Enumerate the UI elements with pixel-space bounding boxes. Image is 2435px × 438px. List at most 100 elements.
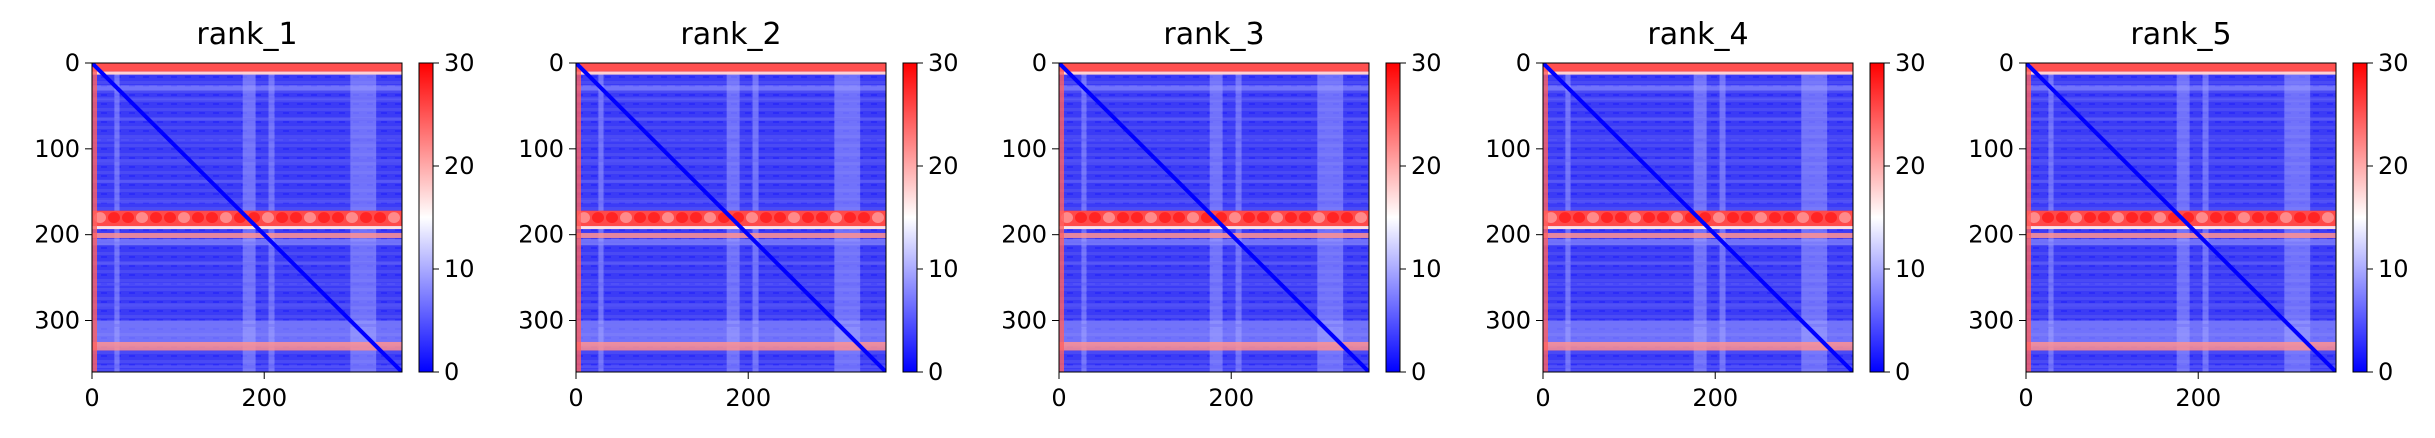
texture-band [2026, 262, 2336, 266]
panel-title: rank_1 [196, 17, 297, 52]
high-error-blob [1089, 212, 1101, 223]
y-tick-label: 200 [518, 221, 564, 249]
high-error-blob [816, 212, 828, 223]
y-tick-label: 300 [1001, 307, 1047, 335]
x-tick-label: 0 [568, 384, 583, 412]
colorbar-tick-label: 0 [1895, 358, 1910, 386]
high-error-blob [2308, 212, 2320, 223]
y-tick-label: 300 [1485, 307, 1531, 335]
panel-title: rank_2 [680, 17, 781, 52]
texture-band [92, 323, 402, 327]
high-error-blob [164, 212, 176, 223]
high-error-blob [1727, 212, 1739, 223]
colorbar-tick-label: 0 [928, 358, 943, 386]
high-error-blob [136, 212, 148, 223]
texture-band [1059, 262, 1369, 266]
high-error-blob [1285, 212, 1297, 223]
band-edge [1543, 226, 1853, 230]
high-error-blob [2210, 212, 2222, 223]
plot-frame [2025, 62, 2337, 373]
texture-band [1543, 323, 1853, 327]
high-error-blob [374, 212, 386, 223]
panel-title: rank_4 [1647, 17, 1748, 52]
texture-band [2026, 365, 2336, 369]
high-error-blob [304, 212, 316, 223]
texture-band [1059, 200, 1369, 204]
heatmap-cells [1059, 63, 1369, 372]
high-error-band [576, 63, 886, 72]
plot-frame [1058, 62, 1370, 373]
high-error-band [1059, 63, 1369, 72]
x-tick-label: 200 [2175, 384, 2221, 412]
colorbar-tick-label: 10 [1411, 255, 1442, 283]
high-error-band [1543, 63, 1853, 72]
high-error-blob [388, 212, 400, 223]
high-error-column [92, 63, 97, 372]
high-error-blob [1573, 212, 1585, 223]
high-error-blob [220, 212, 232, 223]
panel-title: rank_5 [2130, 17, 2231, 52]
high-error-band [92, 341, 402, 351]
texture-band [1059, 179, 1369, 183]
high-error-band [1543, 341, 1853, 351]
high-error-blob [150, 212, 162, 223]
high-error-blob [1131, 212, 1143, 223]
high-error-blob [1117, 212, 1129, 223]
colorbar [1385, 62, 1401, 373]
high-error-blob [206, 212, 218, 223]
high-error-blob [1587, 212, 1599, 223]
high-error-blob [1769, 212, 1781, 223]
texture-band [1059, 138, 1369, 142]
texture-band [576, 241, 886, 245]
diagonal-line [92, 63, 402, 372]
texture-band [576, 262, 886, 266]
texture-band [2026, 138, 2336, 142]
colorbar-tick-label: 10 [1895, 255, 1926, 283]
colorbar-tick-label: 10 [928, 255, 959, 283]
plot-frame [575, 62, 887, 373]
texture-band [1059, 303, 1369, 307]
high-error-blob [1839, 212, 1851, 223]
y-tick-label: 300 [34, 307, 80, 335]
light-stripe-horizontal [1059, 238, 1369, 245]
high-error-blob [2224, 212, 2236, 223]
colorbar [1869, 62, 1885, 373]
high-error-blob [1797, 212, 1809, 223]
texture-band [2026, 159, 2336, 163]
high-error-blob [2056, 212, 2068, 223]
high-error-blob [676, 212, 688, 223]
texture-band [92, 241, 402, 245]
high-error-blob [1327, 212, 1339, 223]
texture-band [2026, 303, 2336, 307]
light-stripe-horizontal [92, 238, 402, 245]
high-error-blob [1671, 212, 1683, 223]
texture-band [2026, 97, 2336, 101]
colorbar-tick-label: 0 [1411, 358, 1426, 386]
x-tick-label: 0 [2018, 384, 2033, 412]
high-error-blob [1299, 212, 1311, 223]
high-error-blob [1229, 212, 1241, 223]
high-error-band [1059, 341, 1369, 351]
high-error-blob [276, 212, 288, 223]
y-tick-label: 200 [1968, 221, 2014, 249]
x-tick-label: 0 [1051, 384, 1066, 412]
panel-title: rank_3 [1163, 17, 1264, 52]
high-error-column [1543, 63, 1548, 372]
high-error-blob [2196, 212, 2208, 223]
light-stripe-horizontal [1543, 238, 1853, 245]
colorbar-tick-label: 20 [1895, 152, 1926, 180]
texture-band [92, 117, 402, 121]
high-error-band [1059, 232, 1369, 239]
high-error-blob [1601, 212, 1613, 223]
colorbar-tick-label: 0 [2378, 358, 2393, 386]
colorbar-tick-label: 30 [928, 49, 959, 77]
high-error-blob [1243, 212, 1255, 223]
colorbar-tick-label: 20 [1411, 152, 1442, 180]
high-error-blob [2126, 212, 2138, 223]
high-error-band [576, 232, 886, 239]
texture-band [1059, 282, 1369, 286]
colorbar-tick-label: 20 [2378, 152, 2409, 180]
high-error-column [1059, 63, 1064, 372]
high-error-column [2026, 63, 2031, 372]
band-edge [1543, 71, 1853, 75]
